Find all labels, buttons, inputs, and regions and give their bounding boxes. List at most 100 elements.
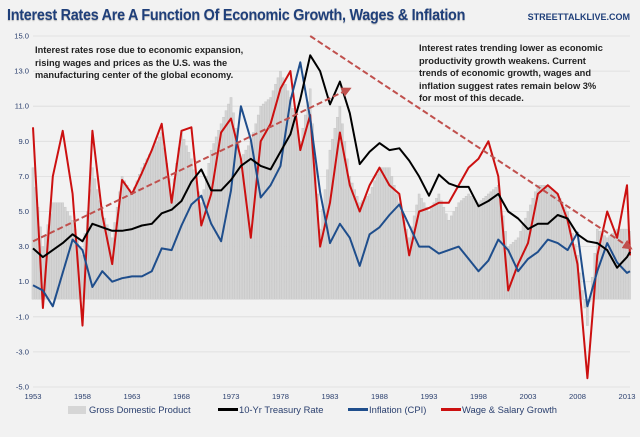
gdp-bar xyxy=(368,193,371,300)
y-tick-label: 5.0 xyxy=(18,207,29,216)
gdp-bar xyxy=(232,112,235,300)
gdp-bar xyxy=(140,167,144,300)
gdp-bar xyxy=(583,299,587,309)
gdp-bar xyxy=(346,158,349,300)
gdp-bar xyxy=(308,88,312,300)
y-axis-ticks: 15.0 13.0 11.0 9.0 7.0 5.0 3.0 1.0 -1.0 -3.0 -5.0 xyxy=(14,32,29,392)
gdp-bar xyxy=(601,233,604,300)
gdp-bar xyxy=(581,290,584,300)
gdp-bar xyxy=(605,237,609,300)
line-inflation-cpi xyxy=(32,61,631,308)
gdp-bar xyxy=(625,228,629,300)
gdp-bar xyxy=(400,211,404,300)
gdp-bar xyxy=(61,202,64,300)
gdp-bar xyxy=(244,149,248,300)
gdp-bar xyxy=(551,189,555,300)
gdp-bar xyxy=(415,204,418,300)
annotation-left-line: manufacturing center of the global econo… xyxy=(35,70,234,81)
gdp-bar xyxy=(571,233,574,300)
gdp-bar xyxy=(489,191,493,300)
gdp-bar xyxy=(165,163,168,300)
gdp-bar xyxy=(103,217,107,300)
gdp-bar xyxy=(321,209,324,300)
series-lines xyxy=(32,54,631,380)
y-tick-label: -1.0 xyxy=(16,312,29,321)
trend-line-rising xyxy=(32,87,352,243)
gdp-bar xyxy=(445,213,448,300)
gdp-bar xyxy=(269,97,272,300)
gdp-bar xyxy=(487,193,490,300)
gdp-bar xyxy=(207,163,210,300)
gdp-bar xyxy=(420,198,423,300)
x-tick-label: 1978 xyxy=(272,392,289,401)
gdp-bar xyxy=(93,178,97,300)
gdp-bar xyxy=(31,167,35,300)
gdp-bar xyxy=(549,187,552,300)
gdp-bar xyxy=(291,108,295,300)
gdp-bar xyxy=(115,206,119,300)
annotation-right-line: for most of this decade. xyxy=(419,93,524,104)
annotation-left-line: Interest rates rose due to economic expa… xyxy=(35,45,244,55)
x-tick-label: 1988 xyxy=(371,392,388,401)
gdp-bar xyxy=(492,189,495,300)
annotation-right-line: trends of economic growth, wages and xyxy=(419,68,592,79)
x-axis-ticks: 1953 1958 1963 1968 1973 1978 1983 1988 1993 1998… xyxy=(25,392,636,401)
legend-swatch-gdp xyxy=(68,405,86,414)
gdp-bar xyxy=(390,176,394,300)
y-tick-label: 1.0 xyxy=(18,277,29,286)
gdp-bar xyxy=(331,138,334,300)
gdp-bar xyxy=(395,193,399,300)
gdp-bar xyxy=(239,158,243,300)
gdp-bar xyxy=(148,154,151,300)
x-tick-label: 2013 xyxy=(619,392,636,401)
gdp-bar xyxy=(254,123,257,300)
y-tick-label: 13.0 xyxy=(14,67,29,76)
gdp-bar xyxy=(160,132,163,300)
gdp-bar xyxy=(472,198,475,300)
gdp-bar xyxy=(385,167,389,300)
gdp-bar xyxy=(435,198,438,300)
gdp-bar xyxy=(536,185,540,300)
gdp-bar xyxy=(375,174,379,300)
gdp-bar xyxy=(91,167,94,300)
gdp-bar xyxy=(410,226,413,300)
x-tick-label: 2003 xyxy=(520,392,537,401)
x-tick-label: 1968 xyxy=(173,392,190,401)
gdp-bar xyxy=(242,154,245,300)
gdp-bar xyxy=(526,211,530,300)
y-tick-label: 3.0 xyxy=(18,242,29,251)
y-tick-label: 11.0 xyxy=(15,102,29,111)
gdp-bar xyxy=(286,90,290,300)
gdp-bar xyxy=(336,117,339,300)
gdp-bar xyxy=(477,202,480,300)
annotation-right-line: Interest rates trending lower as economi… xyxy=(419,43,603,53)
gdp-bar xyxy=(427,211,431,300)
gdp-bar xyxy=(145,158,149,300)
y-tick-label: 15.0 xyxy=(14,32,29,41)
gdp-bar xyxy=(407,237,411,300)
gdp-bar xyxy=(234,127,238,300)
gdp-bar xyxy=(162,147,166,300)
gdp-bar xyxy=(274,84,277,300)
gdp-bar xyxy=(541,185,545,300)
legend-swatch-wages xyxy=(441,408,461,411)
x-tick-label: 1963 xyxy=(124,392,141,401)
gdp-bar xyxy=(380,167,384,300)
gdp-bar xyxy=(610,233,614,300)
gdp-bar xyxy=(135,180,139,300)
gdp-bar xyxy=(511,242,515,300)
gdp-bar xyxy=(68,215,72,300)
gdp-bar xyxy=(71,220,74,300)
trend-line-falling xyxy=(309,35,633,250)
gdp-bar xyxy=(224,110,228,300)
y-tick-label: 7.0 xyxy=(18,172,29,181)
gdp-bar xyxy=(202,189,206,300)
gdp-bar xyxy=(338,106,342,300)
gdp-bar xyxy=(457,202,460,300)
gdp-bar xyxy=(299,141,302,300)
gdp-bar xyxy=(341,123,344,300)
gdp-bar xyxy=(123,180,126,300)
y-tick-label: 9.0 xyxy=(18,137,29,146)
gdp-bar xyxy=(63,206,67,300)
